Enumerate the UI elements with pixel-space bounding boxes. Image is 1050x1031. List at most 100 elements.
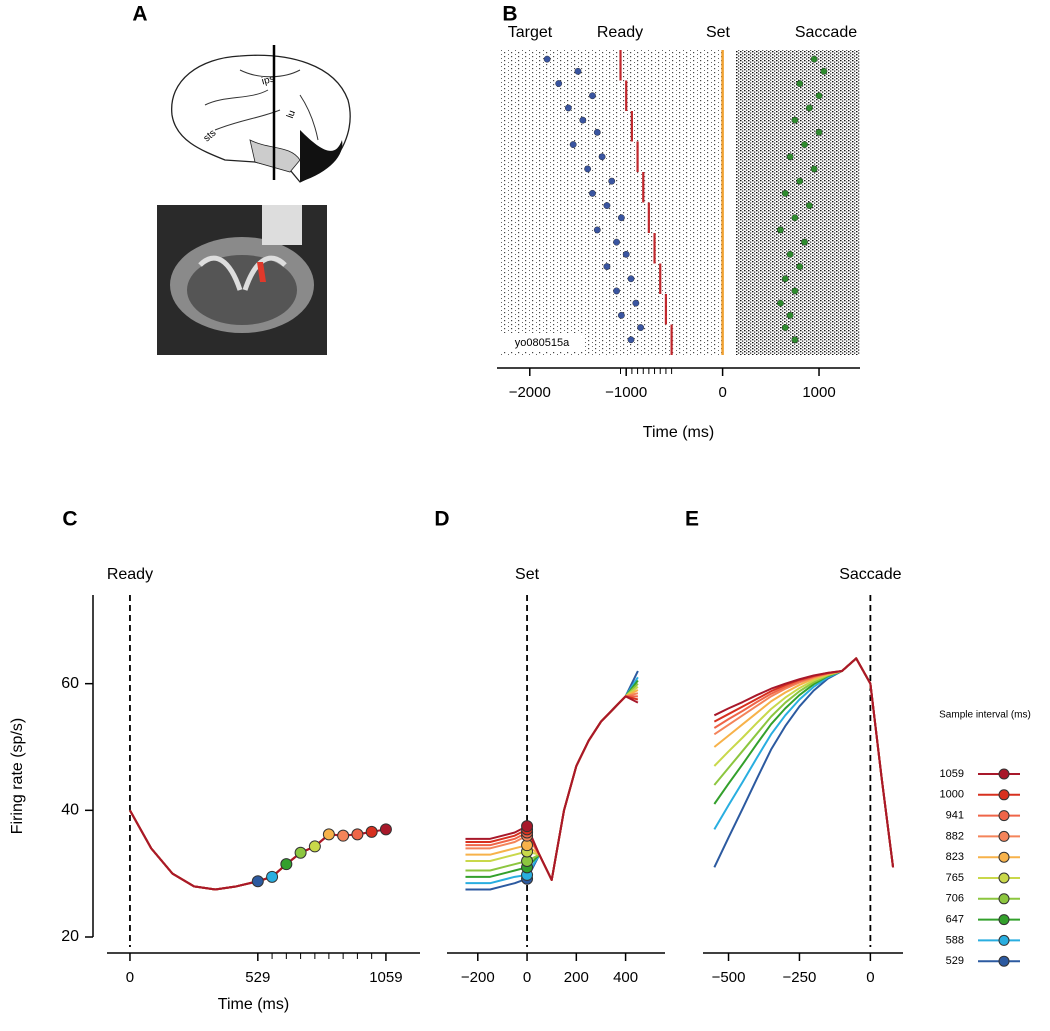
event-dot <box>593 128 601 136</box>
legend-marker <box>998 893 1010 905</box>
series-line <box>129 809 387 891</box>
series-line <box>713 657 895 868</box>
legend-label: 529 <box>946 955 964 967</box>
event-dot <box>617 214 625 222</box>
y-tick-label: 20 <box>61 928 79 945</box>
event-label: Saccade <box>795 24 857 41</box>
panel-label: A <box>132 3 147 26</box>
x-tick-label: 1000 <box>802 384 835 401</box>
legend-label: 1000 <box>940 789 964 801</box>
legend-marker <box>998 851 1010 863</box>
event-dot <box>791 336 799 344</box>
event-dot <box>589 92 596 100</box>
panel-label: C <box>62 508 77 531</box>
series-marker <box>294 846 307 859</box>
legend-label: 823 <box>946 851 964 863</box>
event-dot <box>781 189 789 197</box>
series-line <box>465 670 639 891</box>
panel-label: E <box>685 508 699 531</box>
event-dot <box>820 67 828 75</box>
event-dot <box>584 165 592 173</box>
event-dot <box>786 153 794 161</box>
event-dot <box>603 202 611 209</box>
legend-marker <box>998 768 1010 780</box>
series-marker <box>308 840 321 853</box>
event-dot <box>617 311 625 319</box>
event-dot <box>564 104 572 112</box>
event-dot <box>796 263 804 270</box>
legend-label: 882 <box>946 830 964 842</box>
event-dot <box>613 238 620 246</box>
event-dot <box>622 250 630 258</box>
event-label: Ready <box>107 566 153 583</box>
series-line <box>465 689 639 881</box>
event-dot <box>608 177 616 185</box>
legend-label: 941 <box>946 810 964 822</box>
event-dot <box>777 226 784 234</box>
x-tick-label: 0 <box>718 384 726 401</box>
event-label: Set <box>706 24 731 41</box>
x-tick-label: 0 <box>866 969 874 986</box>
panel-label: B <box>502 3 517 26</box>
series-line <box>129 809 372 891</box>
x-tick-label: 400 <box>613 969 638 986</box>
legend-marker <box>998 872 1010 884</box>
series-line <box>465 692 639 881</box>
series-marker <box>280 858 293 871</box>
x-tick-label: 529 <box>245 969 270 986</box>
event-dot <box>805 202 813 209</box>
legend-marker <box>998 789 1010 801</box>
series-marker <box>365 825 378 838</box>
event-dot <box>593 226 601 234</box>
legend-label: 1059 <box>940 768 964 780</box>
x-tick-label: −250 <box>783 969 817 986</box>
legend-label: 765 <box>946 872 964 884</box>
series-marker <box>351 828 364 841</box>
event-label: Set <box>515 566 540 583</box>
event-dot <box>791 116 799 124</box>
event-dot <box>579 116 587 124</box>
brain-label: lu <box>285 109 298 120</box>
series-line <box>713 657 895 868</box>
event-dot <box>781 324 789 331</box>
event-dot <box>786 311 794 319</box>
series-marker <box>337 829 350 842</box>
event-label: Saccade <box>839 566 901 583</box>
event-dot <box>543 55 551 63</box>
event-dot <box>786 250 794 258</box>
x-axis-label: Time (ms) <box>218 996 289 1013</box>
event-dot <box>598 153 606 161</box>
event-dot <box>777 299 784 307</box>
x-tick-label: 1059 <box>369 969 402 986</box>
series-line <box>465 695 639 881</box>
brain-sketch <box>171 45 351 183</box>
event-dot <box>791 287 799 295</box>
series-line <box>129 809 358 891</box>
x-tick-label: 0 <box>523 969 531 986</box>
x-tick-label: −200 <box>461 969 495 986</box>
x-tick-label: −2000 <box>509 384 551 401</box>
series-line <box>465 695 638 881</box>
legend-marker <box>998 914 1010 926</box>
series-line <box>465 686 639 881</box>
x-axis-label: Time (ms) <box>643 424 714 441</box>
event-dot <box>810 55 818 63</box>
event-dot <box>801 141 808 148</box>
event-dot <box>815 128 823 136</box>
series-marker <box>251 875 264 888</box>
event-dot <box>627 275 635 283</box>
event-dot <box>796 80 804 87</box>
series-line <box>465 695 639 881</box>
event-dot <box>569 141 577 148</box>
series-marker <box>322 828 335 841</box>
legend-marker <box>998 955 1010 967</box>
event-dot <box>637 324 645 331</box>
legend-marker <box>998 934 1010 946</box>
series-marker <box>379 823 392 836</box>
event-dot <box>810 165 818 173</box>
x-tick-label: −1000 <box>605 384 647 401</box>
event-dot <box>627 336 635 344</box>
legend-label: 706 <box>946 893 964 905</box>
event-dot <box>801 238 808 246</box>
